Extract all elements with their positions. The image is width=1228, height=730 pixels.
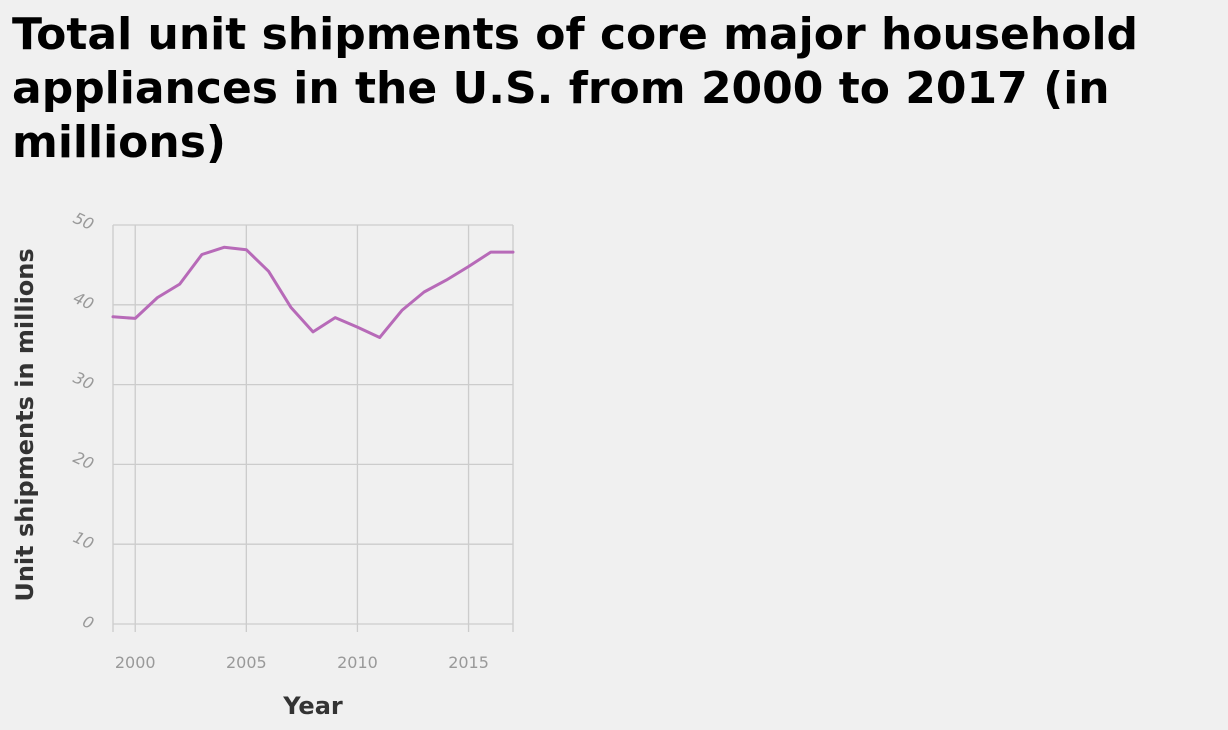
x-tick-label: 2010 (337, 653, 378, 672)
y-axis-title: Unit shipments in millions (11, 248, 39, 601)
y-tick-label: 50 (70, 208, 96, 234)
y-tick-label: 10 (70, 527, 96, 553)
y-tick-label: 0 (80, 612, 97, 634)
chart-title: Total unit shipments of core major house… (12, 9, 1139, 168)
x-axis-title: Year (282, 692, 343, 720)
y-tick-label: 40 (70, 288, 96, 314)
x-tick-label: 2000 (115, 653, 156, 672)
series-layer (111, 245, 515, 339)
y-tick-label: 20 (70, 448, 96, 474)
grid-lines (112, 224, 514, 632)
x-tick-label: 2015 (448, 653, 489, 672)
tick-labels: 0 10 20 30 40 50 2000 2005 2010 2015 (70, 208, 489, 672)
y-tick-label: 30 (70, 368, 96, 394)
x-tick-label: 2005 (226, 653, 267, 672)
series-line (111, 245, 515, 339)
